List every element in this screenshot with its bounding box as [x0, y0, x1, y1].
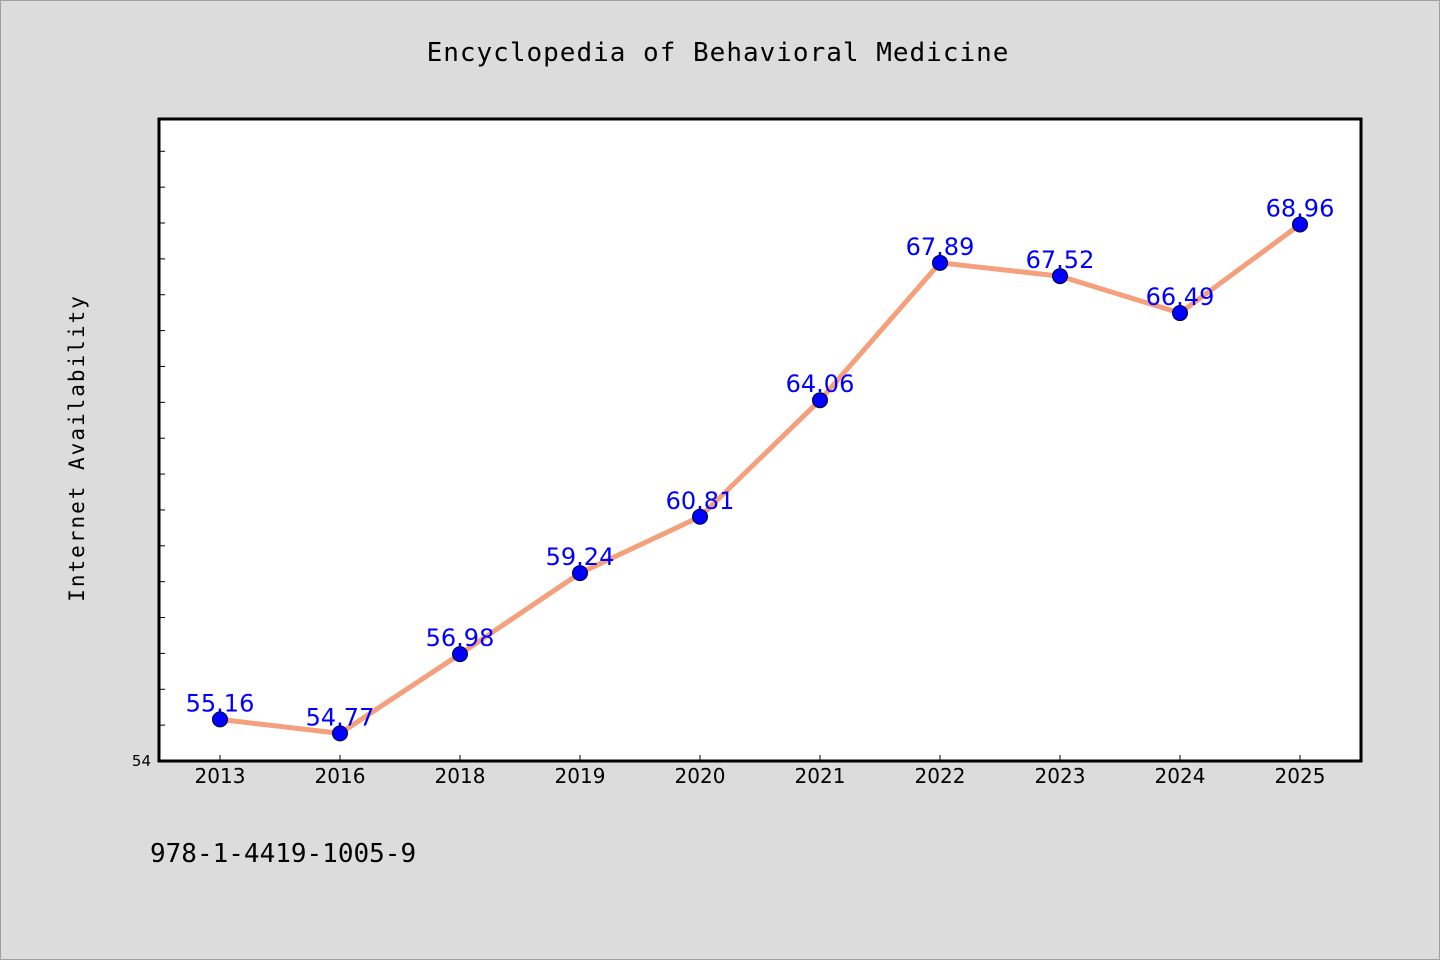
- x-tick-label: 2023: [1035, 764, 1086, 788]
- data-point-label: 55.16: [186, 689, 255, 717]
- x-tick-label: 2021: [795, 764, 846, 788]
- y-axis-tick-labels: 54: [132, 752, 151, 770]
- x-tick-label: 2024: [1155, 764, 1206, 788]
- x-axis-ticks: [219, 755, 1301, 761]
- isbn-footer: 978-1-4419-1005-9: [150, 839, 416, 869]
- data-point-marker: [1052, 268, 1068, 285]
- data-point-label: 66.49: [1146, 283, 1215, 311]
- series-line: [217, 221, 1303, 736]
- x-axis-tick-labels: 2013 2016 2018 2019 2020 2021 2022 2023 2024 2025: [195, 764, 1326, 788]
- data-point-marker: [932, 254, 948, 271]
- data-point-label: 67.52: [1026, 246, 1095, 274]
- data-point-marker: [692, 508, 708, 525]
- data-point-marker: [332, 725, 348, 742]
- data-point-label: 56.98: [426, 624, 495, 652]
- data-point-marker: [1292, 216, 1308, 233]
- x-tick-label: 2016: [315, 764, 366, 788]
- plot-area: [157, 117, 1363, 763]
- data-point-label: 54.77: [306, 703, 375, 731]
- chart-title: Encyclopedia of Behavioral Medicine: [427, 38, 1010, 68]
- x-tick-label: 2019: [555, 764, 606, 788]
- x-tick-label: 2025: [1275, 764, 1326, 788]
- data-point-marker: [212, 711, 228, 728]
- data-labels: 55.16 54.77 56.98 59.24 60.81 64.06 67.89 67.52…: [186, 194, 1335, 731]
- x-tick-label: 2022: [915, 764, 966, 788]
- data-point-label: 60.81: [666, 487, 735, 515]
- data-point-marker: [572, 565, 588, 582]
- data-point-label: 59.24: [546, 543, 615, 571]
- x-tick-label: 2018: [435, 764, 486, 788]
- y-tick-label: 54: [132, 752, 151, 770]
- data-point-marker: [1172, 305, 1188, 322]
- x-tick-label: 2020: [675, 764, 726, 788]
- y-axis-minor-ticks: [159, 150, 165, 762]
- data-point-label: 67.89: [906, 233, 975, 261]
- data-point-label: 64.06: [786, 370, 855, 398]
- data-point-label: 68.96: [1266, 194, 1335, 222]
- data-point-marker: [452, 646, 468, 663]
- series-markers: [212, 216, 1308, 742]
- y-axis-label: Internet Availability: [65, 294, 89, 602]
- data-point-marker: [812, 392, 828, 409]
- x-tick-label: 2013: [195, 764, 246, 788]
